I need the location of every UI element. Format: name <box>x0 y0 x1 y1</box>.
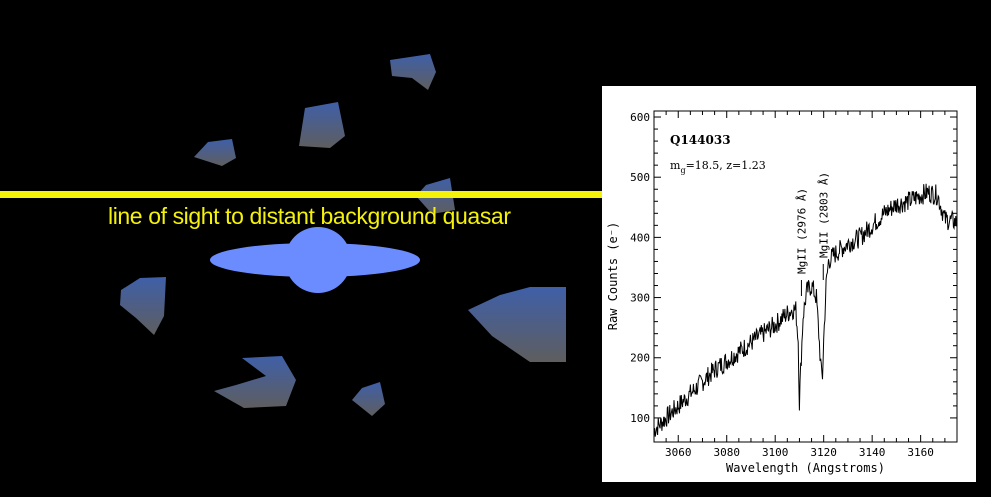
sightline <box>0 191 602 198</box>
y-tick-label: 200 <box>630 352 650 365</box>
plot-frame <box>653 110 958 443</box>
y-tick-label: 600 <box>630 111 650 124</box>
sightline-label: line of sight to distant background quas… <box>108 203 511 229</box>
axis-ticks <box>653 111 958 442</box>
x-tick-label: 3100 <box>762 446 789 459</box>
subtitle-rest: =18.5, z=1.23 <box>686 159 766 172</box>
spectrum-chart: 3060 3080 3100 3120 3140 3160 100 200 300 400 500 6… <box>606 110 958 475</box>
spectrum-panel: 3060 3080 3100 3120 3140 3160 100 200 300 400 500 6… <box>602 86 976 482</box>
gas-cloud-icon <box>194 139 236 166</box>
y-tick-label: 400 <box>630 231 650 244</box>
x-axis-label: Wavelength (Angstroms) <box>726 461 885 475</box>
chart-subtitle: mg=18.5, z=1.23 <box>670 159 766 175</box>
x-tick-label: 3120 <box>810 446 837 459</box>
x-tick-label: 3140 <box>859 446 886 459</box>
gas-cloud-icon <box>352 382 385 416</box>
gas-cloud-icon <box>120 277 166 335</box>
gas-cloud-icon <box>390 54 436 90</box>
gas-cloud-icon <box>299 102 345 148</box>
axis-labels: 3060 3080 3100 3120 3140 3160 100 200 300 400 500 6… <box>630 111 934 459</box>
spectrum-series-line <box>653 183 958 437</box>
x-tick-label: 3160 <box>907 446 934 459</box>
gas-cloud-icon <box>468 287 566 362</box>
galaxy-icon <box>210 227 420 293</box>
x-tick-label: 3080 <box>713 446 740 459</box>
subtitle-prefix: m <box>670 159 681 172</box>
y-axis-label: Raw Counts (e⁻) <box>606 222 620 330</box>
y-tick-label: 300 <box>630 292 650 305</box>
x-tick-label: 3060 <box>665 446 692 459</box>
y-tick-label: 500 <box>630 171 650 184</box>
y-tick-label: 100 <box>630 412 650 425</box>
subtitle-sub: g <box>680 166 685 175</box>
absorption-line-label: MgII (2803 Å) <box>817 172 830 258</box>
absorption-line-label: MgII (2976 Å) <box>795 188 808 274</box>
gas-cloud-icon <box>214 356 296 408</box>
annotations: MgII (2976 Å) MgII (2803 Å) <box>795 172 830 296</box>
chart-title: Q144033 <box>670 133 731 147</box>
